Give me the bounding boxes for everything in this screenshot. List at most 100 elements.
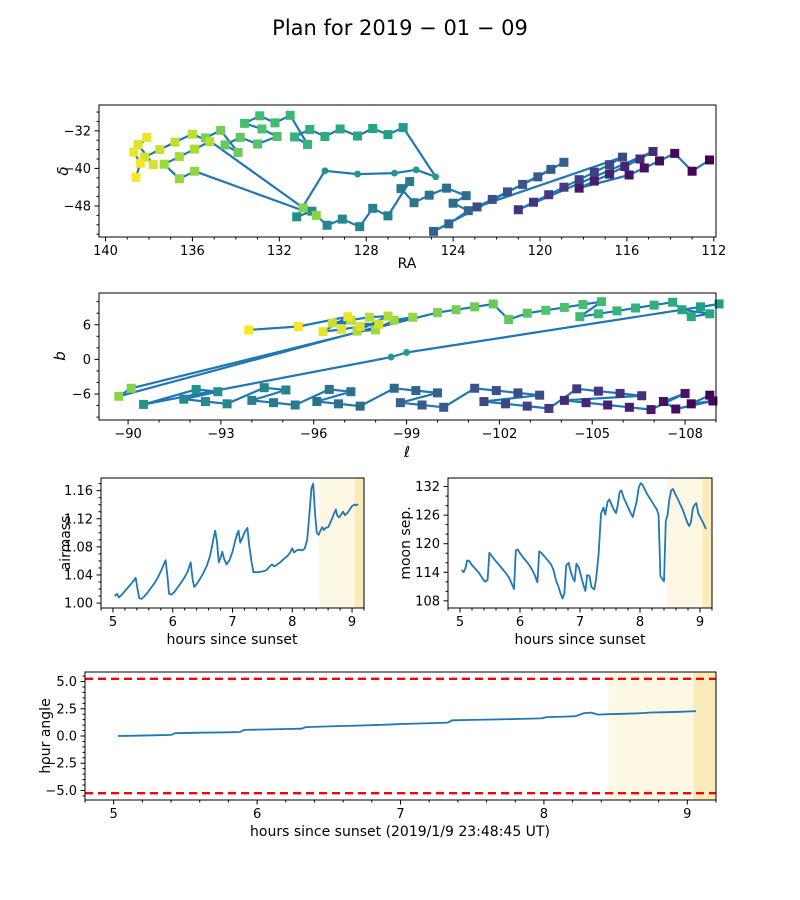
radec-axes-spines xyxy=(98,104,717,238)
tour-marker-square xyxy=(686,399,696,409)
tour-marker-square xyxy=(513,388,523,398)
tour-marker-dot xyxy=(321,167,329,175)
tour-marker-square xyxy=(140,152,150,162)
svg-text:−105: −105 xyxy=(574,427,610,442)
tour-marker-square xyxy=(574,183,584,193)
tour-marker-square xyxy=(597,297,607,307)
svg-text:−2.5: −2.5 xyxy=(45,757,77,772)
radec-tour-markers xyxy=(129,110,714,236)
tour-marker-square xyxy=(444,219,454,229)
svg-text:8: 8 xyxy=(540,807,548,822)
tour-marker-square xyxy=(187,129,197,139)
tour-marker-square xyxy=(368,203,378,213)
twilight-shade-light xyxy=(319,478,355,608)
tour-marker-square xyxy=(270,118,280,128)
tour-marker-square xyxy=(355,321,365,331)
tour-marker-square xyxy=(135,158,145,168)
tour-marker-square xyxy=(383,311,393,321)
tour-marker-square xyxy=(247,395,257,405)
tour-marker-square xyxy=(605,160,615,170)
tour-marker-square xyxy=(658,397,668,407)
tour-marker-square xyxy=(593,386,603,396)
tour-marker-square xyxy=(142,132,152,142)
tour-marker-square xyxy=(605,169,615,179)
tour-marker-square xyxy=(463,206,473,216)
tour-marker-square xyxy=(352,326,362,336)
tour-marker-square xyxy=(191,384,201,394)
tour-marker-square xyxy=(205,137,215,147)
tour-marker-square xyxy=(502,187,512,197)
tour-marker-square xyxy=(222,399,232,409)
airmass-tick-labels: 5 6 7 8 9 1.00 1.04 1.08 1.12 1.16 xyxy=(64,484,356,630)
svg-text:−48: −48 xyxy=(64,199,91,214)
tour-marker-square xyxy=(190,166,200,176)
tour-marker-square xyxy=(637,391,647,401)
twilight-shade-light xyxy=(608,672,694,800)
tour-marker-square xyxy=(411,386,421,396)
tour-marker-square xyxy=(677,305,687,315)
tour-marker-square xyxy=(546,164,556,174)
svg-text:128: 128 xyxy=(354,244,379,259)
airmass-xlabel: hours since sunset xyxy=(166,632,298,648)
tour-marker-square xyxy=(374,319,384,329)
svg-text:1.04: 1.04 xyxy=(64,568,93,583)
tour-marker-square xyxy=(395,398,405,408)
svg-text:124: 124 xyxy=(441,244,466,259)
airmass-ticks xyxy=(96,483,365,613)
tour-marker-square xyxy=(574,175,584,185)
lb-axes-spines xyxy=(98,292,717,421)
tour-marker-square xyxy=(318,327,328,337)
tour-marker-square xyxy=(635,154,645,164)
radec-series-line xyxy=(132,114,711,233)
tour-marker-square xyxy=(320,131,330,141)
svg-text:132: 132 xyxy=(267,244,292,259)
svg-text:120: 120 xyxy=(415,537,440,552)
tour-marker-square xyxy=(572,384,582,394)
svg-text:−5.0: −5.0 xyxy=(45,784,77,799)
svg-text:1.16: 1.16 xyxy=(64,484,93,499)
tour-marker-square xyxy=(535,390,545,400)
tour-marker-square xyxy=(311,210,321,220)
tour-marker-square xyxy=(383,130,393,140)
svg-text:6: 6 xyxy=(169,615,177,630)
tour-marker-square xyxy=(522,308,532,318)
tour-marker-square xyxy=(624,170,634,180)
svg-text:−40: −40 xyxy=(64,162,91,177)
tour-marker-square xyxy=(174,152,184,162)
svg-text:−32: −32 xyxy=(64,124,91,139)
twilight-shade-dark xyxy=(354,478,364,608)
tour-marker-square xyxy=(398,123,408,133)
tour-marker-square xyxy=(612,306,622,316)
svg-text:9: 9 xyxy=(348,615,356,630)
tour-marker-square xyxy=(589,176,599,186)
tour-marker-square xyxy=(170,137,180,147)
svg-text:6: 6 xyxy=(253,807,261,822)
tour-marker-square xyxy=(409,198,419,208)
svg-text:2.5: 2.5 xyxy=(56,702,77,717)
tour-marker-square xyxy=(648,147,658,157)
tour-marker-square xyxy=(298,203,308,213)
tour-marker-square xyxy=(714,299,724,309)
svg-text:8: 8 xyxy=(636,615,644,630)
tour-marker-square xyxy=(327,318,337,328)
tour-marker-square xyxy=(687,166,697,176)
svg-text:7: 7 xyxy=(396,807,404,822)
tour-marker-square xyxy=(655,156,665,166)
tour-marker-square xyxy=(216,125,226,135)
tour-marker-square xyxy=(487,194,497,204)
tour-marker-square xyxy=(303,139,313,149)
tour-marker-dot xyxy=(387,353,395,361)
tour-marker-square xyxy=(631,303,641,313)
tour-marker-square xyxy=(671,404,681,414)
tour-marker-square xyxy=(541,305,551,315)
twilight-shade-dark xyxy=(693,672,716,800)
tour-marker-square xyxy=(389,315,399,325)
svg-text:6: 6 xyxy=(516,615,524,630)
tour-marker-square xyxy=(578,300,588,310)
hourangle-tick-labels: 5 6 7 8 9 5.0 2.5 0.0 −2.5 −5.0 xyxy=(45,675,691,822)
svg-text:126: 126 xyxy=(415,509,440,524)
tour-marker-dot xyxy=(412,166,420,174)
tour-marker-square xyxy=(618,152,628,162)
tour-marker-square xyxy=(451,305,461,315)
